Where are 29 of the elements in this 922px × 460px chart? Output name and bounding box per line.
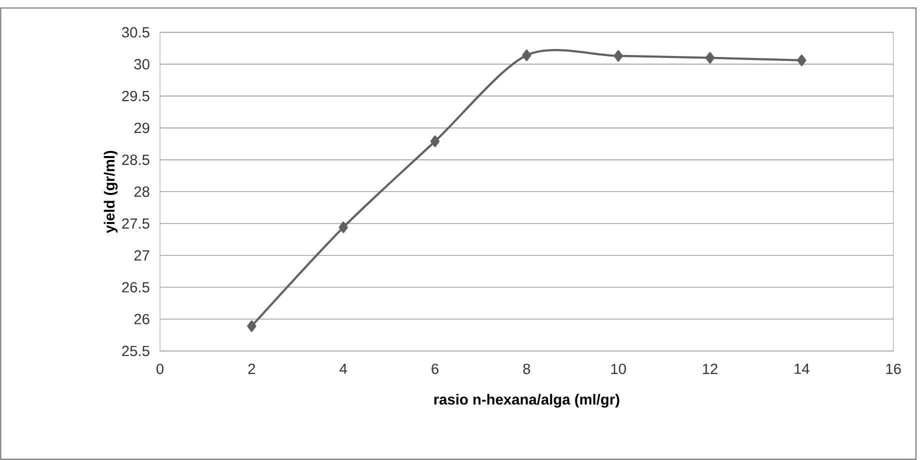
x-tick-label: 16: [886, 364, 901, 374]
x-tick-label: 10: [611, 364, 626, 374]
y-tick-label: 27.5: [122, 218, 150, 229]
x-tick-label: 8: [523, 364, 530, 374]
y-tick-label: 27: [134, 250, 150, 261]
x-tick-label: 0: [156, 364, 164, 374]
point: [614, 50, 623, 62]
point: [705, 52, 715, 64]
point: [797, 54, 806, 66]
y-tick-label: 30: [134, 59, 150, 70]
x-tick-label: 12: [702, 364, 718, 374]
y-tick-label: 29: [134, 122, 150, 134]
y-tick-label: 28.5: [122, 154, 150, 165]
x-axis-title: rasio n-hexana/alga (ml/gr): [434, 394, 620, 408]
y-tick-label: 26: [134, 314, 150, 324]
x-tick-label: 2: [248, 364, 256, 374]
point: [522, 50, 532, 62]
x-tick-label: 6: [432, 364, 438, 374]
point: [247, 320, 256, 332]
x-tick-label: 4: [340, 364, 347, 374]
point: [430, 136, 440, 148]
y-tick-label: 28: [134, 186, 150, 197]
y-tick-label: 25.5: [122, 346, 150, 356]
y-tick-label: 26.5: [122, 282, 150, 292]
point: [338, 222, 348, 234]
y-tick-label: 30.5: [122, 27, 150, 38]
y-axis-title: yield (gr/ml): [104, 150, 118, 234]
y-tick-label: 29.5: [122, 90, 150, 102]
x-tick-label: 14: [794, 364, 810, 374]
